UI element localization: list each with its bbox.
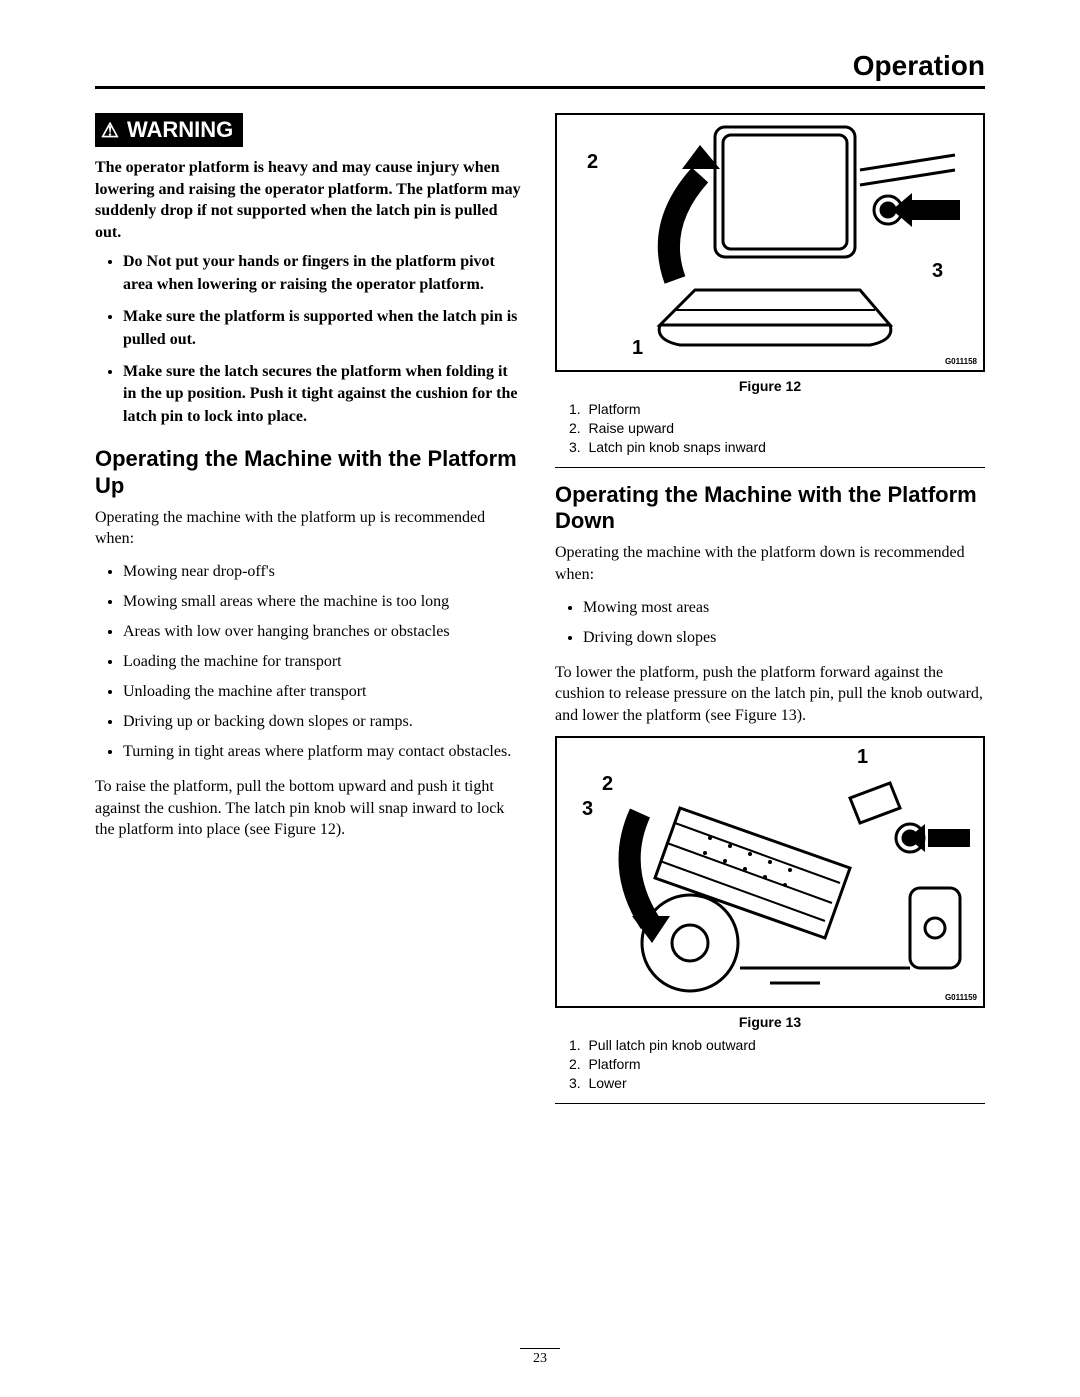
figure12-callout-3: 3 bbox=[932, 260, 943, 283]
legend-item: 1. Platform bbox=[569, 400, 985, 419]
header-title: Operation bbox=[95, 50, 985, 89]
two-column-layout: ⚠ WARNING The operator platform is heavy… bbox=[95, 113, 985, 1118]
warning-intro: The operator platform is heavy and may c… bbox=[95, 157, 525, 243]
legend-item: 3. Latch pin knob snaps inward bbox=[569, 438, 985, 457]
section-up-intro: Operating the machine with the platform … bbox=[95, 507, 525, 550]
section-up-bullets: Mowing near drop-off's Mowing small area… bbox=[95, 560, 525, 764]
divider bbox=[555, 467, 985, 468]
warning-bullet: Do Not put your hands or fingers in the … bbox=[123, 251, 525, 296]
page: Operation ⚠ WARNING The operator platfor… bbox=[0, 0, 1080, 1397]
list-item: Driving down slopes bbox=[583, 626, 985, 650]
figure-13: 1 2 3 G011159 bbox=[555, 736, 985, 1008]
warning-triangle-icon: ⚠ bbox=[101, 118, 119, 143]
figure12-callout-1: 1 bbox=[632, 337, 643, 360]
list-item: Unloading the machine after transport bbox=[123, 680, 525, 704]
list-item: Mowing small areas where the machine is … bbox=[123, 590, 525, 614]
section-down-closing: To lower the platform, push the platform… bbox=[555, 662, 985, 727]
left-column: ⚠ WARNING The operator platform is heavy… bbox=[95, 113, 525, 1118]
right-column: 2 3 1 G011158 Figure 12 1. Platform 2. R… bbox=[555, 113, 985, 1118]
page-number: 23 bbox=[0, 1348, 1080, 1367]
list-item: Driving up or backing down slopes or ram… bbox=[123, 710, 525, 734]
figure12-caption: Figure 12 bbox=[555, 378, 985, 394]
figure13-caption: Figure 13 bbox=[555, 1014, 985, 1030]
section-up-heading: Operating the Machine with the Platform … bbox=[95, 446, 525, 499]
list-item: Mowing near drop-off's bbox=[123, 560, 525, 584]
list-item: Turning in tight areas where platform ma… bbox=[123, 740, 525, 764]
list-item: Loading the machine for transport bbox=[123, 650, 525, 674]
figure13-callout-1: 1 bbox=[857, 746, 868, 769]
warning-label: WARNING bbox=[127, 117, 233, 143]
section-up-closing: To raise the platform, pull the bottom u… bbox=[95, 776, 525, 841]
figure13-callout-2: 2 bbox=[602, 773, 613, 796]
warning-badge: ⚠ WARNING bbox=[95, 113, 243, 147]
section-down-bullets: Mowing most areas Driving down slopes bbox=[555, 596, 985, 650]
figure12-legend: 1. Platform 2. Raise upward 3. Latch pin… bbox=[569, 400, 985, 457]
legend-item: 2. Platform bbox=[569, 1055, 985, 1074]
section-down-intro: Operating the machine with the platform … bbox=[555, 542, 985, 585]
legend-item: 3. Lower bbox=[569, 1074, 985, 1093]
platform-down-illustration bbox=[560, 738, 980, 1006]
list-item: Areas with low over hanging branches or … bbox=[123, 620, 525, 644]
section-down-heading: Operating the Machine with the Platform … bbox=[555, 482, 985, 535]
warning-bullet: Make sure the latch secures the platform… bbox=[123, 361, 525, 428]
figure12-gcode: G011158 bbox=[945, 357, 977, 366]
legend-item: 1. Pull latch pin knob outward bbox=[569, 1036, 985, 1055]
divider bbox=[555, 1103, 985, 1104]
figure-12: 2 3 1 G011158 bbox=[555, 113, 985, 372]
figure13-callout-3: 3 bbox=[582, 798, 593, 821]
warning-bullet: Make sure the platform is supported when… bbox=[123, 306, 525, 351]
figure12-callout-2: 2 bbox=[587, 151, 598, 174]
figure13-legend: 1. Pull latch pin knob outward 2. Platfo… bbox=[569, 1036, 985, 1093]
list-item: Mowing most areas bbox=[583, 596, 985, 620]
warning-bullets: Do Not put your hands or fingers in the … bbox=[95, 251, 525, 428]
platform-up-illustration bbox=[560, 115, 980, 370]
legend-item: 2. Raise upward bbox=[569, 419, 985, 438]
figure13-gcode: G011159 bbox=[945, 993, 977, 1002]
